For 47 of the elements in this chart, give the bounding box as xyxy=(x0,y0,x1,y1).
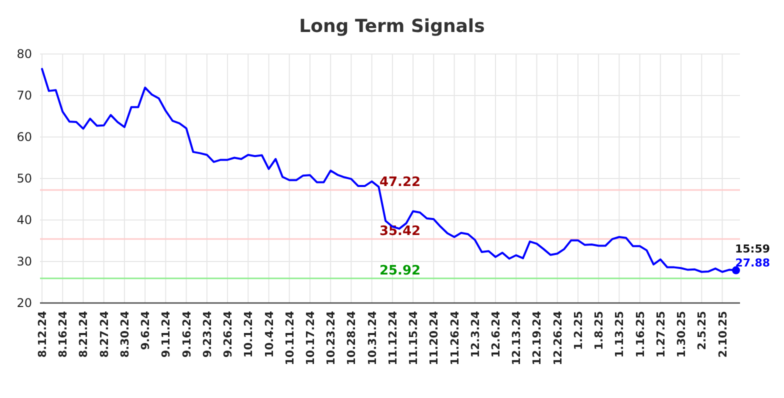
ref-line-label: 25.92 xyxy=(379,263,421,278)
ref-line-label: 47.22 xyxy=(379,175,421,190)
x-tick-label: 10.11.24 xyxy=(283,310,296,366)
x-tick-label: 9.16.24 xyxy=(180,310,194,358)
chart-title: Long Term Signals xyxy=(299,16,485,37)
x-tick-label: 1.13.25 xyxy=(613,311,626,358)
x-tick-label: 11.12.24 xyxy=(386,310,400,366)
y-tick-label: 50 xyxy=(16,172,32,186)
x-tick-label: 10.28.24 xyxy=(345,310,358,366)
x-tick-label: 12.26.24 xyxy=(551,310,564,366)
x-tick-label: 1.8.25 xyxy=(592,311,606,350)
x-tick-label: 9.11.24 xyxy=(160,310,173,358)
x-tick-label: 2.10.25 xyxy=(716,311,730,358)
x-tick-label: 12.13.24 xyxy=(510,310,524,366)
x-tick-label: 9.6.24 xyxy=(139,310,152,350)
x-tick-label: 1.30.25 xyxy=(675,311,688,358)
x-tick-label: 11.26.24 xyxy=(448,310,462,366)
x-tick-label: 8.12.24 xyxy=(36,310,49,358)
x-tick-label: 1.27.25 xyxy=(654,311,668,358)
x-tick-label: 12.3.24 xyxy=(468,310,482,358)
ref-line-label: 35.42 xyxy=(379,224,421,240)
y-tick-label: 30 xyxy=(16,254,32,268)
x-tick-label: 1.16.25 xyxy=(634,311,647,358)
x-tick-label: 10.17.24 xyxy=(304,310,317,366)
y-tick-label: 80 xyxy=(16,47,32,61)
x-tick-label: 1.2.25 xyxy=(572,311,585,350)
x-tick-label: 10.4.24 xyxy=(262,310,276,358)
x-tick-label: 11.15.24 xyxy=(407,310,420,366)
x-tick-label: 9.23.24 xyxy=(200,310,214,358)
x-tick-label: 10.1.24 xyxy=(242,310,256,358)
x-tick-label: 12.6.24 xyxy=(490,310,503,358)
x-tick-label: 8.21.24 xyxy=(77,310,90,358)
y-tick-label: 20 xyxy=(16,296,32,310)
y-tick-label: 60 xyxy=(16,130,32,144)
x-tick-label: 8.16.24 xyxy=(56,310,70,358)
y-tick-label: 70 xyxy=(16,88,32,102)
annotation: 15:59 xyxy=(734,242,770,256)
y-tick-label: 40 xyxy=(16,213,32,227)
x-tick-label: 10.23.24 xyxy=(324,310,338,366)
x-tick-label: 10.31.24 xyxy=(366,310,379,366)
x-tick-label: 11.20.24 xyxy=(428,310,441,366)
data-label: 27.88 xyxy=(735,256,770,270)
x-tick-label: 9.26.24 xyxy=(222,310,235,358)
x-tick-label: 12.19.24 xyxy=(530,310,544,366)
x-tick-label: 2.5.25 xyxy=(696,311,709,350)
x-tick-label: 8.30.24 xyxy=(118,310,132,358)
x-tick-label: 8.27.24 xyxy=(98,310,111,358)
